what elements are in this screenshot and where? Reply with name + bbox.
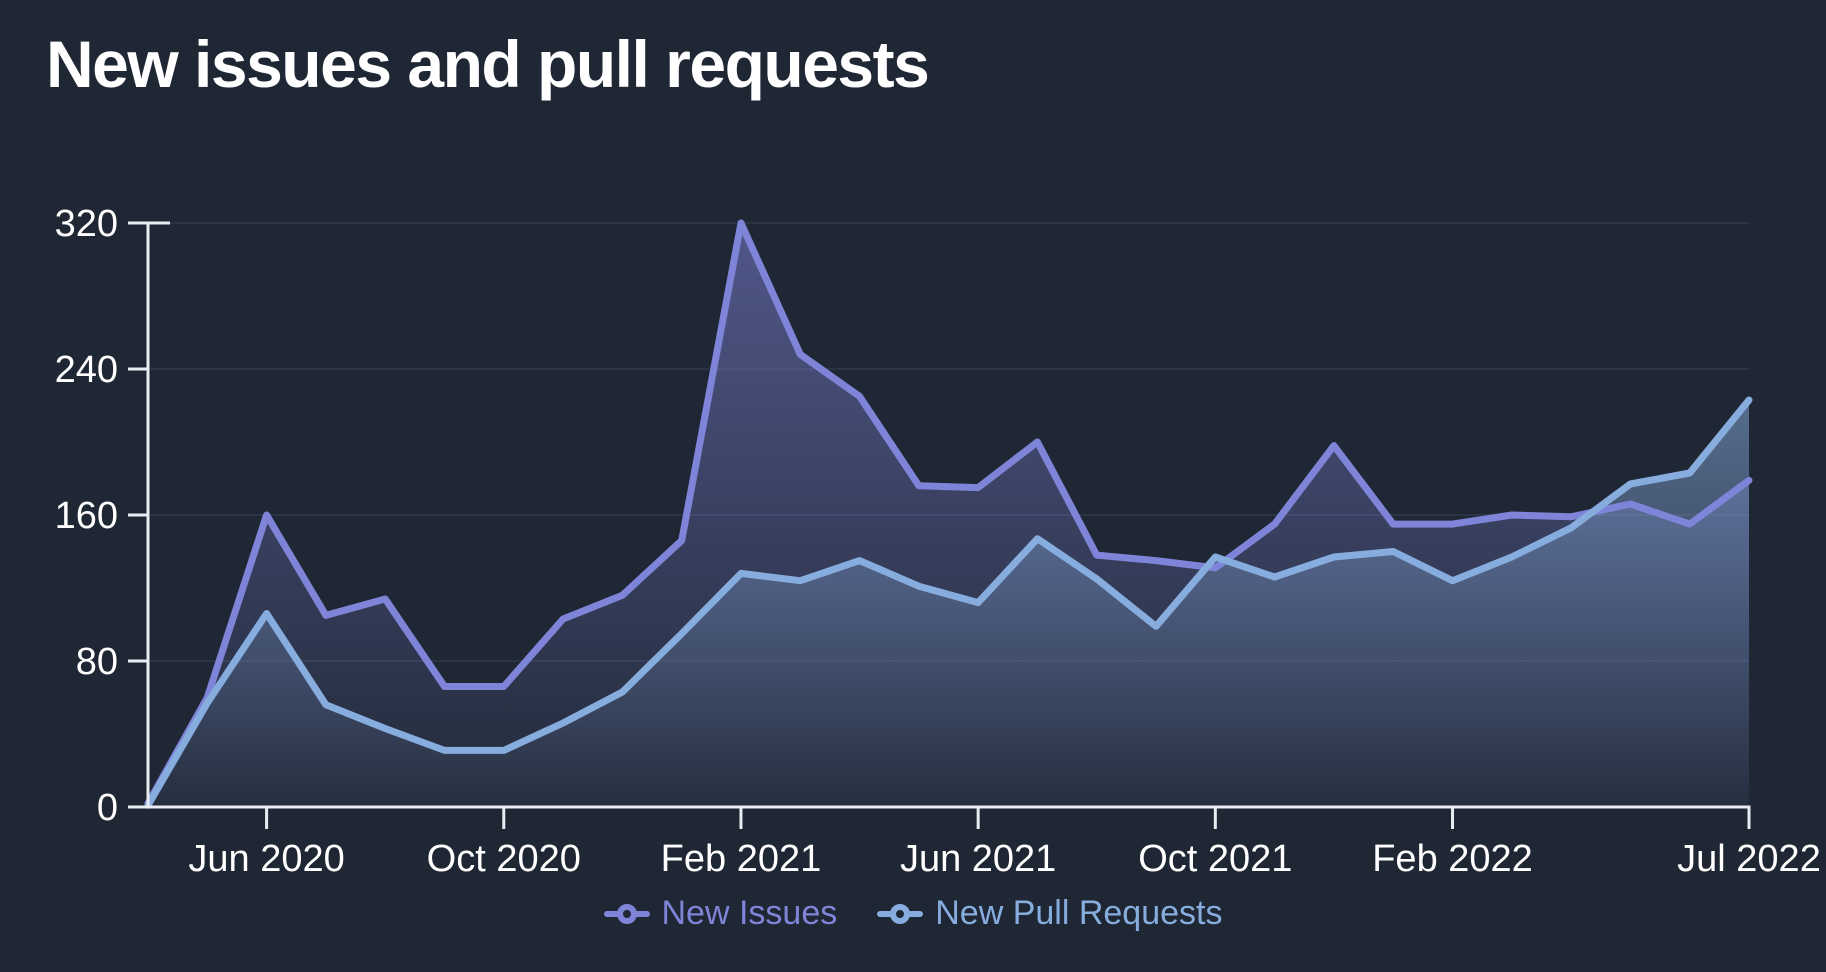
x-axis-tick-label: Oct 2020 [427,838,581,880]
series-area-new-pull-requests [148,400,1749,807]
x-axis-tick-label: Feb 2022 [1372,838,1533,880]
series-line-new-pull-requests[interactable] [144,396,1753,809]
y-axis-tick-label: 80 [76,641,118,683]
y-axis-tick-label: 320 [55,203,118,245]
y-axis-tick-label: 0 [97,787,118,829]
y-axis-tick-label: 160 [55,495,118,537]
y-axis-tick-label: 240 [55,349,118,391]
x-axis-tick-label: Jun 2021 [900,838,1056,880]
x-axis-tick-label: Feb 2021 [661,838,822,880]
x-axis-tick-label: Jun 2020 [188,838,344,880]
legend-label: New Issues [661,894,838,932]
new-pull-requests-legend-marker-icon [877,903,924,924]
chart-legend: New Issues New Pull Requests [0,894,1826,933]
chart-title: New issues and pull requests [46,27,930,101]
series-line-new-issues[interactable] [144,219,1753,807]
new-issues-legend-marker-icon [603,903,650,924]
legend-label: New Pull Requests [935,894,1223,932]
x-axis-tick-label: Jul 2022 [1677,838,1821,880]
legend-item-new-pull-requests[interactable]: New Pull Requests [877,894,1222,933]
legend-item-new-issues[interactable]: New Issues [603,894,838,933]
x-axis-tick-label: Oct 2021 [1138,838,1292,880]
